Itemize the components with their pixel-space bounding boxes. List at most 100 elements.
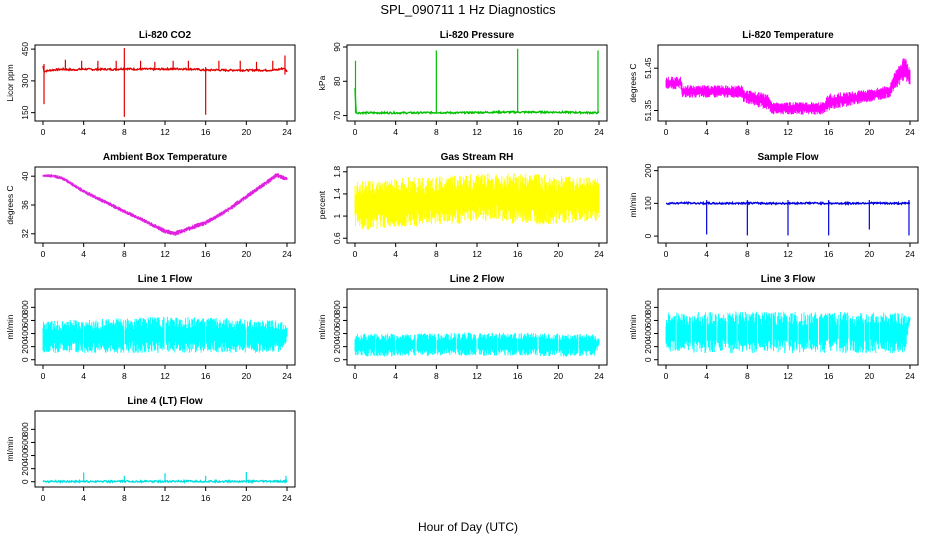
x-tick-label: 12 (160, 493, 170, 503)
x-tick-label: 20 (242, 127, 252, 137)
y-tick-label: 36 (20, 200, 30, 210)
panel-2-frame (346, 44, 608, 122)
panel-5-data (354, 173, 600, 230)
y-tick-label: 200 (20, 461, 30, 475)
x-tick-label: 12 (160, 249, 170, 259)
panel-2-ylabel: kPa (317, 75, 327, 90)
y-tick-label: 400 (643, 326, 653, 340)
x-tick-label: 24 (905, 249, 915, 259)
panel-2-series-line (354, 88, 600, 116)
y-tick-label: 1.8 (332, 166, 342, 178)
x-tick-label: 20 (554, 371, 564, 381)
panel-4: Ambient Box Temperature 0 4 8 12 16 20 24 32 36 40… (5, 152, 296, 259)
y-tick-label: 300 (20, 74, 30, 88)
panel-8-ylabel: ml/min (317, 314, 327, 339)
panel-5-title: Gas Stream RH (441, 152, 514, 163)
panel-8-band (354, 332, 600, 357)
x-tick-label: 4 (81, 127, 86, 137)
panel-6-data (665, 200, 911, 236)
y-tick-label: 0 (643, 233, 653, 238)
x-tick-label: 4 (81, 371, 86, 381)
y-tick-label: 0.6 (332, 232, 342, 244)
x-tick-label: 16 (201, 371, 211, 381)
panel-10-ylabel: ml/min (5, 436, 15, 461)
x-tick-label: 8 (122, 127, 127, 137)
y-tick-label: 0 (332, 357, 342, 362)
panel-4-data (42, 173, 288, 236)
panel-5-ylabel: percent (317, 190, 327, 219)
x-tick-label: 20 (865, 249, 875, 259)
panel-5-band (354, 173, 600, 230)
x-tick-label: 0 (353, 249, 358, 259)
panel-3-ylabel: degrees C (628, 63, 638, 102)
panel-3-data (665, 58, 911, 115)
panel-6-title: Sample Flow (757, 152, 818, 163)
x-tick-label: 4 (81, 249, 86, 259)
x-tick-label: 8 (434, 371, 439, 381)
x-tick-label: 0 (41, 371, 46, 381)
x-tick-label: 8 (122, 493, 127, 503)
panel-1-ylabel: Licor ppm (5, 64, 15, 101)
x-tick-label: 0 (41, 127, 46, 137)
y-tick-label: 400 (20, 448, 30, 462)
panel-7-data (42, 316, 288, 354)
x-tick-label: 24 (594, 127, 604, 137)
y-tick-label: 51.45 (643, 57, 653, 79)
x-tick-label: 16 (824, 249, 834, 259)
x-tick-label: 4 (704, 249, 709, 259)
x-tick-label: 4 (393, 371, 398, 381)
y-tick-label: 1.4 (332, 188, 342, 200)
x-tick-label: 8 (745, 127, 750, 137)
x-tick-label: 8 (434, 127, 439, 137)
x-tick-label: 24 (594, 371, 604, 381)
x-tick-label: 16 (201, 249, 211, 259)
x-tick-label: 24 (282, 127, 292, 137)
x-tick-label: 16 (201, 127, 211, 137)
x-tick-label: 12 (783, 127, 793, 137)
y-tick-label: 80 (332, 76, 342, 86)
x-tick-label: 24 (282, 249, 292, 259)
x-tick-label: 8 (434, 249, 439, 259)
y-tick-label: 400 (20, 326, 30, 340)
panel-3: Li-820 Temperature 0 4 8 12 16 20 24 51.35 51.45 d… (628, 30, 919, 137)
x-tick-label: 8 (122, 249, 127, 259)
y-tick-label: 200 (643, 339, 653, 353)
x-tick-label: 12 (472, 249, 482, 259)
x-tick-label: 20 (242, 493, 252, 503)
x-tick-label: 4 (81, 493, 86, 503)
x-tick-label: 0 (41, 249, 46, 259)
y-tick-label: 450 (20, 42, 30, 56)
x-tick-label: 24 (282, 371, 292, 381)
panel-10: Line 4 (LT) Flow 0 4 8 12 16 20 24 0 200400600800… (5, 396, 296, 503)
y-tick-label: 600 (20, 313, 30, 327)
x-tick-label: 20 (554, 127, 564, 137)
panel-1-frame (34, 44, 296, 122)
panel-6: Sample Flow 0 4 8 12 16 20 24 0 100 200 ml/min (628, 152, 919, 259)
x-tick-label: 16 (824, 127, 834, 137)
panel-2: Li-820 Pressure 0 4 8 12 16 20 24 70 80 90 kPa (317, 30, 608, 137)
panel-2-title: Li-820 Pressure (440, 30, 515, 41)
y-tick-label: 51.35 (643, 100, 653, 122)
y-tick-label: 0 (20, 479, 30, 484)
panel-4-title: Ambient Box Temperature (103, 152, 228, 163)
x-tick-label: 12 (783, 371, 793, 381)
y-tick-label: 1 (332, 213, 342, 218)
x-tick-label: 20 (242, 371, 252, 381)
x-tick-label: 20 (554, 249, 564, 259)
panel-8-data (354, 332, 600, 357)
panel-5: Gas Stream RH 0 4 8 12 16 20 24 0.6 1 1.4 1.8 percen… (317, 152, 608, 259)
panel-10-title: Line 4 (LT) Flow (127, 396, 203, 407)
y-tick-label: 100 (643, 196, 653, 210)
x-tick-label: 16 (824, 371, 834, 381)
panel-6-ylabel: ml/min (628, 192, 638, 217)
x-tick-label: 0 (41, 493, 46, 503)
panel-1-data (42, 48, 288, 117)
y-tick-label: 200 (20, 339, 30, 353)
panel-7-band (42, 316, 288, 354)
y-tick-label: 70 (332, 111, 342, 121)
x-tick-label: 20 (865, 371, 875, 381)
